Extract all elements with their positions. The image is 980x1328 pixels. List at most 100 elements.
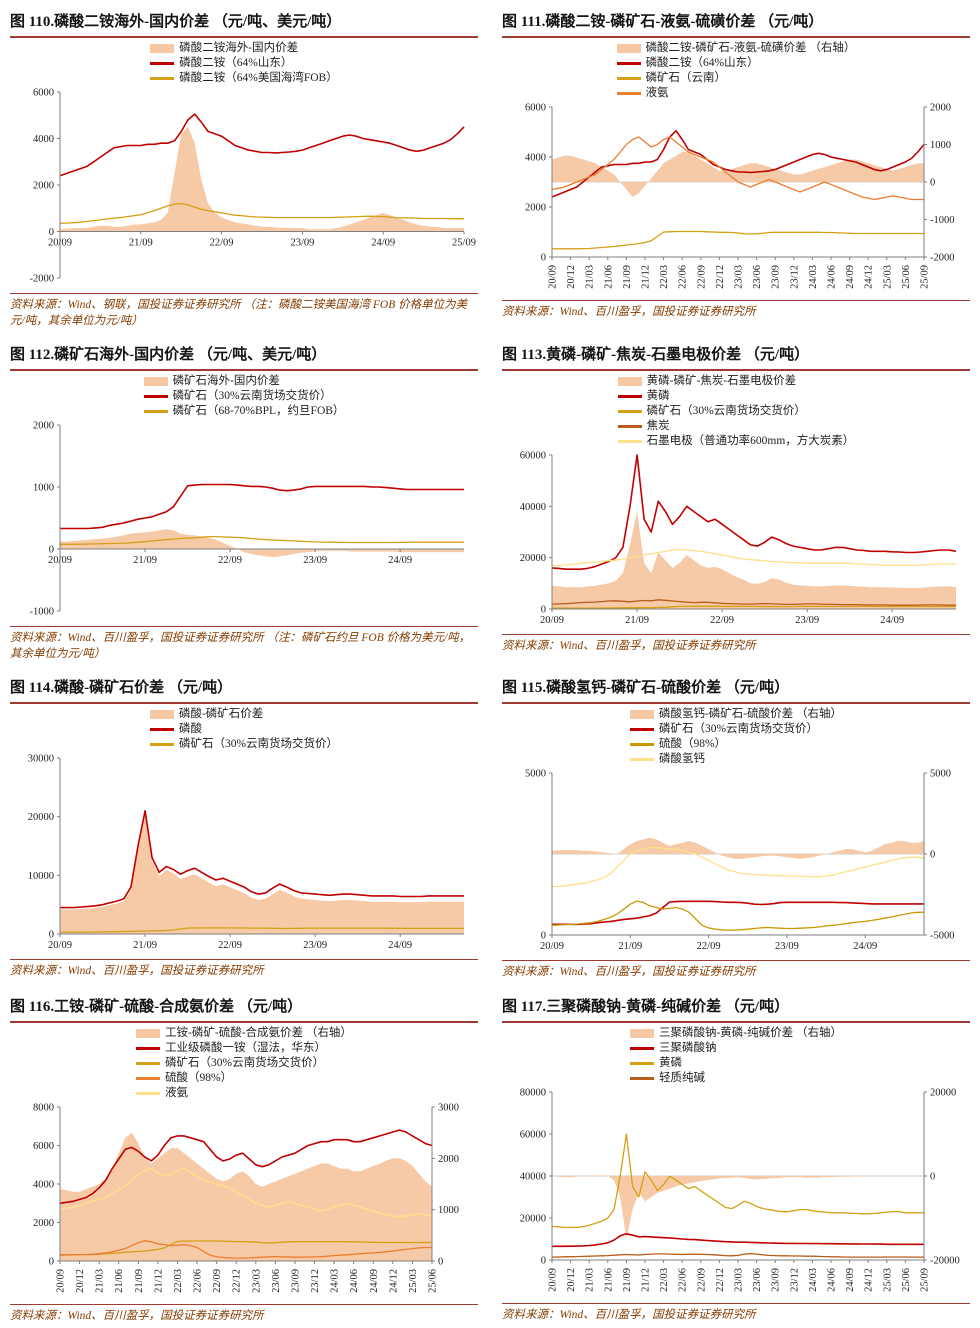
legend-label: 焦炭 xyxy=(646,420,670,433)
axis-tick-label: 24/09 xyxy=(371,238,395,249)
chart-legend: 磷酸-磷矿石价差 磷酸 磷矿石（30%云南货场交货价） xyxy=(149,707,339,752)
axis-tick-label: 25/09 xyxy=(452,238,476,249)
chart-legend: 黄磷-磷矿-焦炭-石墨电极价差 黄磷 磷矿石（30%云南货场交货价） 焦炭 石墨电极（普… xyxy=(617,374,855,449)
source-note: 资料来源：Wind、百川盈孚，国投证券证券研究所 xyxy=(502,300,970,321)
axis-tick-label: 24/12 xyxy=(864,265,875,289)
axis-tick-label: 24/12 xyxy=(388,1269,399,1293)
legend-item: 黄磷 xyxy=(629,1056,842,1071)
legend-swatch xyxy=(617,425,642,429)
axis-tick-label: -1000 xyxy=(30,607,55,618)
legend-item: 磷酸-磷矿石价差 xyxy=(149,707,338,722)
legend-label: 磷酸二铵（64%山东） xyxy=(645,57,759,69)
legend-item: 硫酸（98%） xyxy=(136,1071,352,1086)
legend-label: 液氨 xyxy=(165,1086,189,1099)
axis-tick-label: 21/09 xyxy=(129,238,153,249)
legend-item: 磷矿石（30%云南货场交货价） xyxy=(136,1056,352,1071)
axis-tick-label: 24/09 xyxy=(845,265,856,289)
legend-swatch xyxy=(629,1028,654,1038)
series-line xyxy=(59,1239,432,1259)
series-line xyxy=(551,1132,924,1228)
axis-tick-label: 21/09 xyxy=(133,555,157,566)
source-note: 资料来源：Wind、百川盈孚，国投证券证券研究所 xyxy=(502,960,970,981)
legend-item: 磷酸二铵-磷矿石-液氨-硫磺价差 （右轴） xyxy=(616,41,855,56)
legend-label: 磷矿石（云南） xyxy=(645,72,727,84)
legend-label: 石墨电极（普通功率600mm，方大炭素） xyxy=(646,435,855,448)
axis-tick-label: 2000 xyxy=(525,203,546,214)
legend-swatch xyxy=(629,1046,654,1050)
legend-item: 轻质纯碱 xyxy=(629,1071,842,1086)
series-area xyxy=(552,152,924,197)
axis-tick-label: 22/12 xyxy=(715,1268,726,1292)
axis-tick-label: 25/09 xyxy=(920,1268,931,1292)
series-line xyxy=(552,230,924,250)
legend-item: 液氨 xyxy=(136,1086,352,1101)
axis-tick-label: 5000 xyxy=(525,769,546,780)
axis-tick-label: 0 xyxy=(49,1256,54,1267)
legend-label: 磷矿石（30%云南货场交货价） xyxy=(178,738,339,751)
axis-tick-label: 22/12 xyxy=(232,1269,243,1293)
legend-swatch xyxy=(629,1061,654,1065)
axis-tick-label: 22/09 xyxy=(710,615,734,626)
chart-legend: 工铵-磷矿-硫酸-合成氨价差 （右轴） 工业级磷酸一铵（湿法，华东） 磷矿石（30%… xyxy=(136,1026,352,1101)
legend-swatch xyxy=(616,44,641,53)
legend-swatch xyxy=(143,377,168,387)
report-page: 图 110.磷酸二铵海外-国内价差 （元/吨、美元/吨） 磷酸二铵海外-国内价差… xyxy=(10,8,970,1324)
axis-tick-label: 23/09 xyxy=(303,940,327,951)
axis-tick-label: 25/06 xyxy=(901,265,912,289)
axis-tick-label: 24/03 xyxy=(808,265,819,289)
axis-tick-label: 20000 xyxy=(520,553,546,564)
chart-canvas: 0 20000 40000 60000 20/09 21/09 22/09 23/09 24/0… xyxy=(520,451,957,626)
axis-tick-label: 21/09 xyxy=(622,265,633,289)
chart-canvas: 0 5000 -5000 0 5000 20/09 21/09 22/09 23/09 24/09 xyxy=(525,769,955,953)
axis-tick-label: 6000 xyxy=(525,103,546,114)
legend-swatch xyxy=(136,1061,161,1065)
axis-tick-label: 2000 xyxy=(33,181,54,192)
series-line xyxy=(551,136,924,201)
legend-swatch xyxy=(629,1076,654,1080)
axis-tick-label: 21/09 xyxy=(625,615,649,626)
axis-tick-label: 3000 xyxy=(438,1102,459,1113)
chart-canvas: 0 10000 20000 30000 20/09 21/09 22/09 23/09 24/0… xyxy=(28,754,464,951)
chart-legend: 磷酸二铵-磷矿石-液氨-硫磺价差 （右轴） 磷酸二铵（64%山东） 磷矿石（云南） 液… xyxy=(616,41,856,101)
legend-swatch xyxy=(616,62,641,65)
legend-item: 液氨 xyxy=(616,86,856,101)
axis-tick-label: 20000 xyxy=(520,1213,546,1224)
axis-tick-label: 23/12 xyxy=(789,1268,800,1292)
figure-114-block: 图 114.磷酸-磷矿石价差 （元/吨） 磷酸-磷矿石价差 磷酸 磷矿石（30%云南… xyxy=(10,674,478,981)
legend-item: 磷矿石（30%云南货场交货价） xyxy=(149,737,339,752)
legend-item: 焦炭 xyxy=(617,419,855,434)
legend-item: 磷矿石（30%云南货场交货价） xyxy=(629,722,842,737)
series-line xyxy=(60,535,464,545)
axis-tick-label: 25/09 xyxy=(920,265,931,289)
series-line xyxy=(552,900,924,926)
legend-swatch xyxy=(629,710,654,720)
series-line xyxy=(551,129,925,198)
legend-swatch xyxy=(149,743,174,747)
legend-label: 磷矿石（30%云南货场交货价） xyxy=(658,723,819,736)
figure-title: 图 112.磷矿石海外-国内价差 （元/吨、美元/吨） xyxy=(10,341,478,372)
chart-canvas: -2000 0 2000 4000 6000 20/09 21/09 22/09 23/09 24… xyxy=(30,88,476,285)
series-line xyxy=(60,483,464,530)
legend-label: 磷酸二铵（64%山东） xyxy=(179,57,293,69)
axis-tick-label: 22/09 xyxy=(218,940,242,951)
axis-tick-label: 0 xyxy=(541,605,546,616)
axis-tick-label: 23/03 xyxy=(734,265,745,289)
legend-swatch xyxy=(143,410,168,414)
legend-label: 磷酸二铵（64%美国海湾FOB） xyxy=(179,72,338,84)
axis-tick-label: 2000 xyxy=(930,103,951,114)
axis-tick-label: 0 xyxy=(930,178,935,189)
chart-legend: 三聚磷酸钠-黄磷-纯碱价差 （右轴） 三聚磷酸钠 黄磷 轻质纯碱 xyxy=(629,1026,842,1086)
legend-item: 三聚磷酸钠 xyxy=(629,1041,842,1056)
legend-label: 磷矿石（68-70%BPL，约旦FOB） xyxy=(172,405,345,418)
chart-canvas: 0 2000 4000 6000 8000 0 1000 2000 3000 20/09 20/12… xyxy=(33,1102,459,1293)
axis-tick-label: 23/12 xyxy=(310,1269,321,1293)
axis-tick-label: 0 xyxy=(49,545,54,556)
axis-tick-label: 20000 xyxy=(28,812,54,823)
legend-swatch xyxy=(617,395,642,399)
series-area xyxy=(60,813,464,935)
axis-tick-label: 5000 xyxy=(930,769,951,780)
legend-item: 磷矿石（30%云南货场交货价） xyxy=(143,389,345,404)
series-line xyxy=(552,548,956,567)
axis-tick-label: 23/09 xyxy=(771,1268,782,1292)
axis-tick-label: 25/03 xyxy=(882,265,893,289)
